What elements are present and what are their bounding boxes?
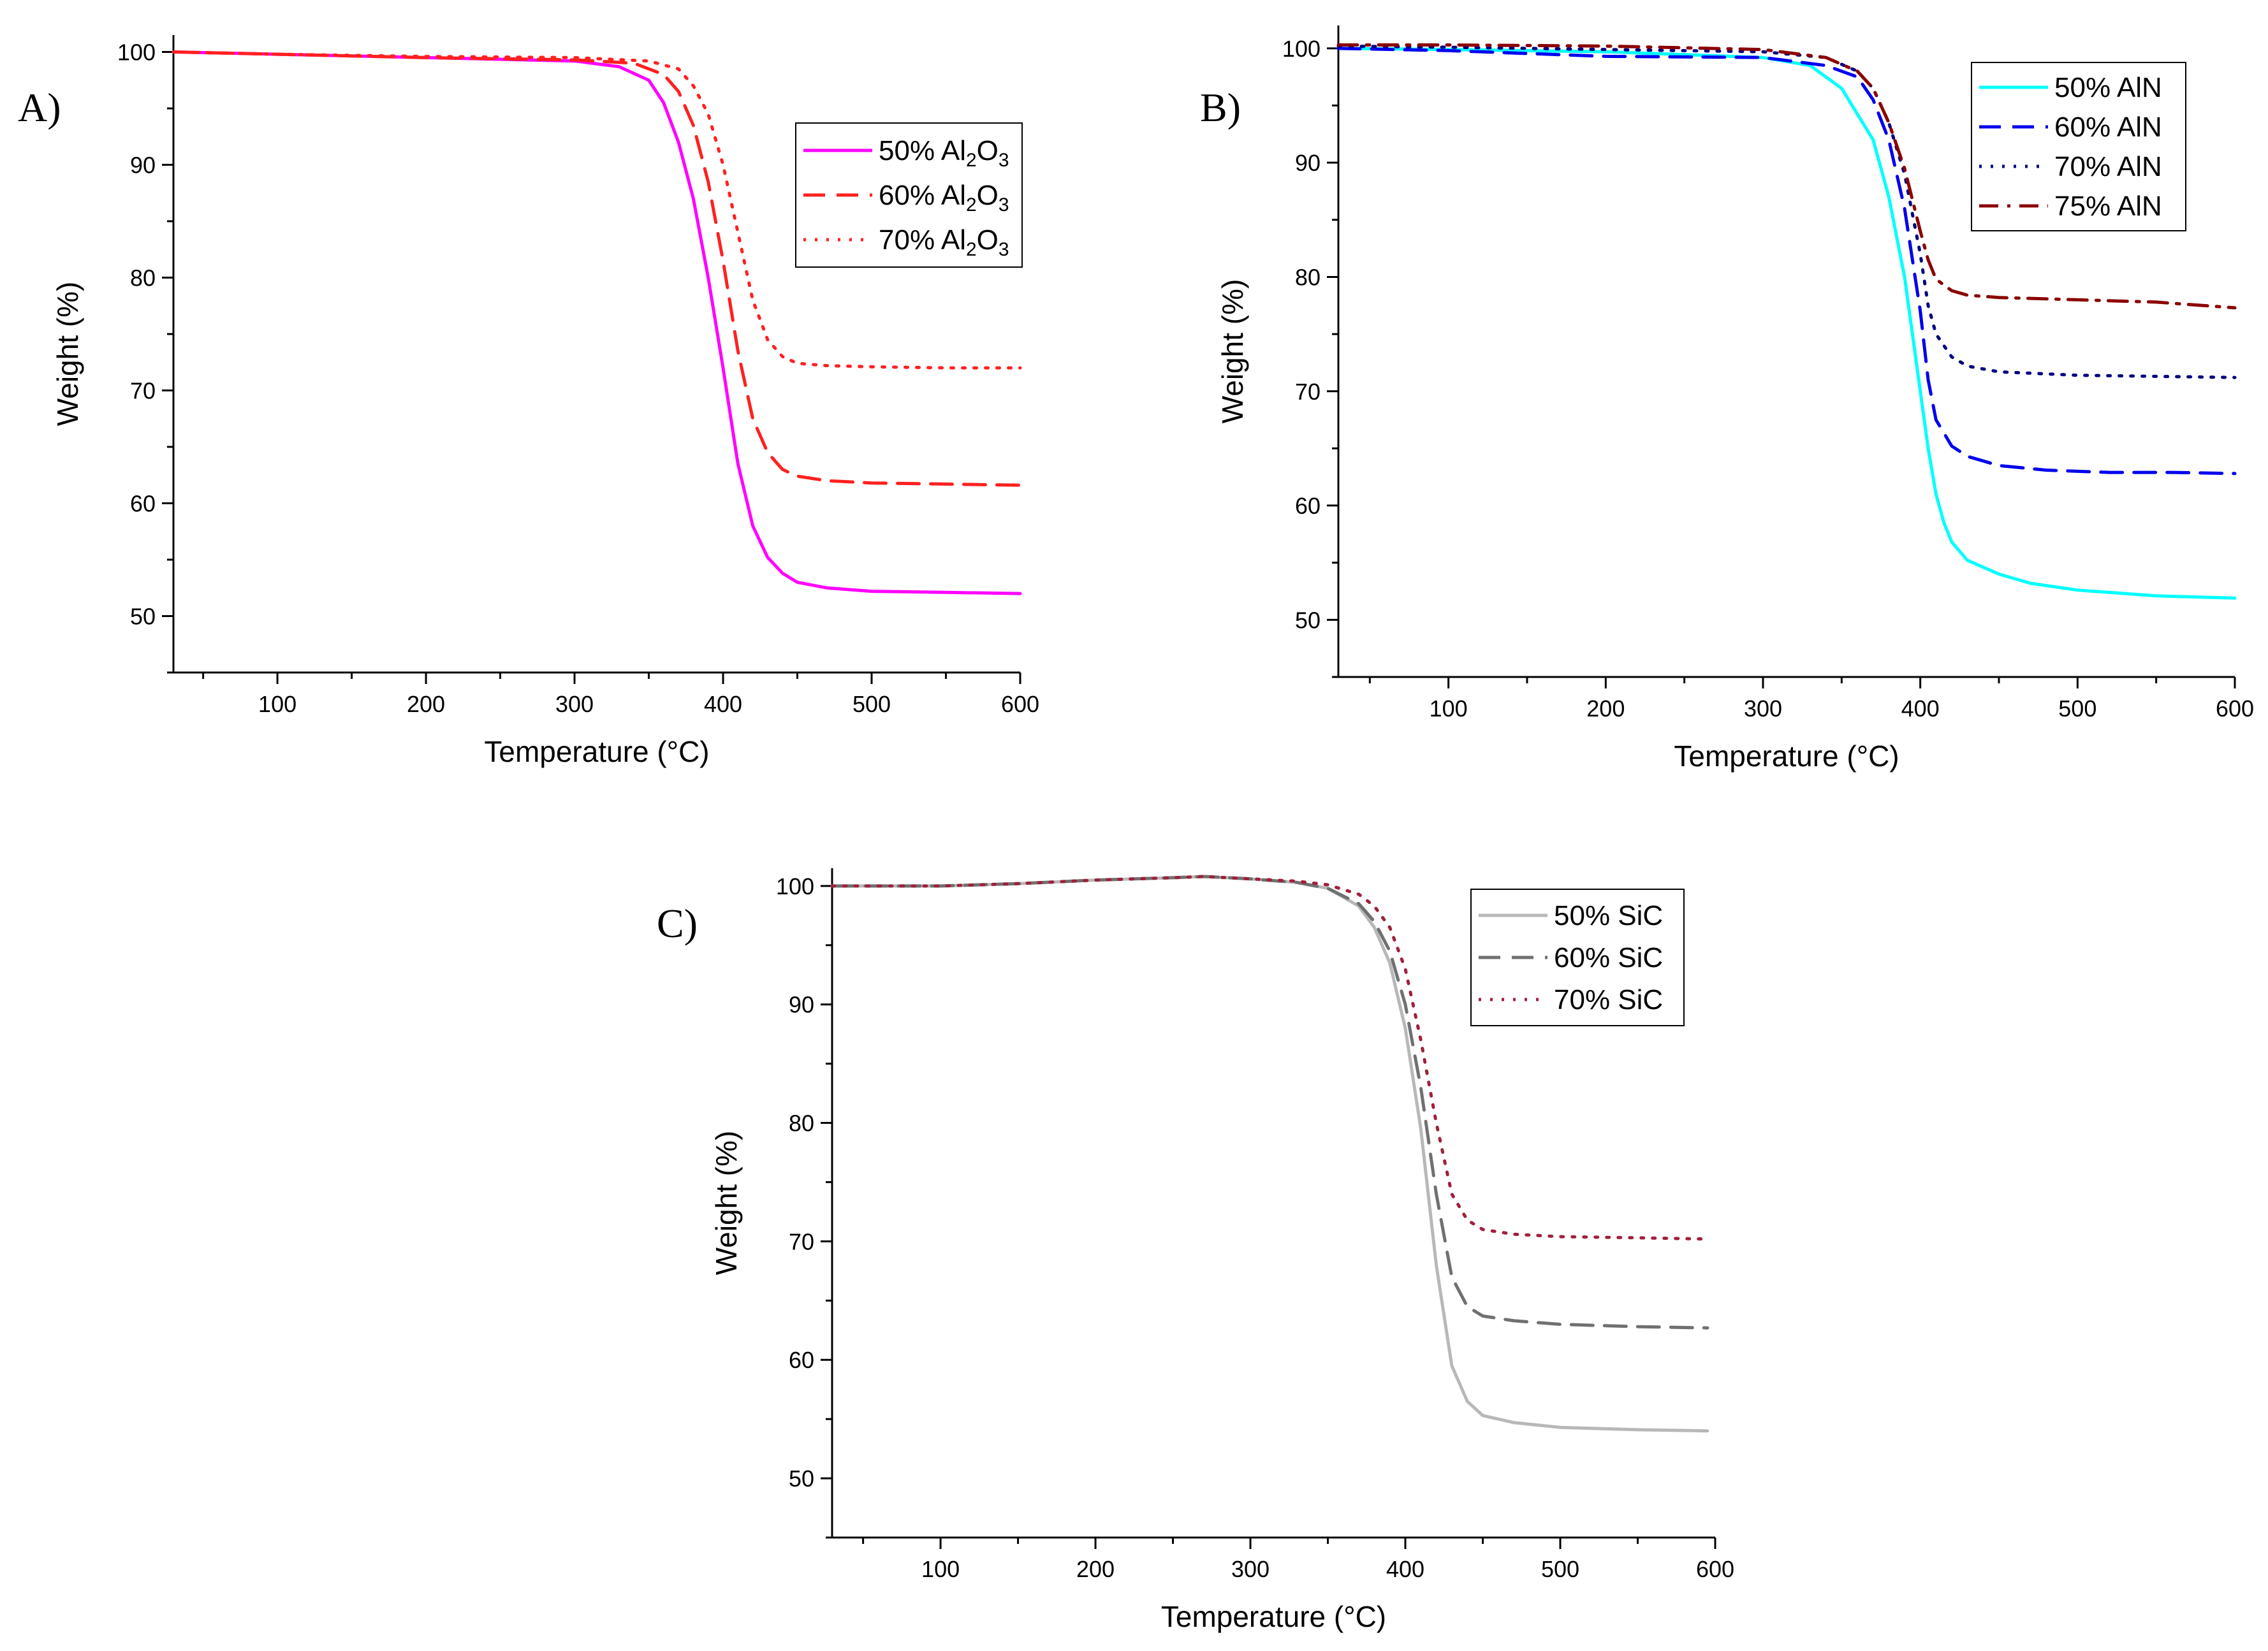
legend-box xyxy=(1470,889,1685,1026)
series-line-2 xyxy=(830,875,1709,1241)
chart-panel-a: A) 100 200 300 400 500 600 50 60 70 80 90 100 Tempera… xyxy=(18,35,1039,768)
series-line-2 xyxy=(1336,44,2237,379)
y-axis-title: Weight (%) xyxy=(51,282,84,426)
legend-label-main: 75% AlN xyxy=(2054,191,2162,222)
series-line-1 xyxy=(172,50,1022,487)
y-tick-label: 70 xyxy=(1295,379,1321,405)
legend-label-sub: 2 xyxy=(966,239,977,260)
legend-label-main: 60% SiC xyxy=(1554,942,1663,973)
y-tick-label: 60 xyxy=(1295,493,1321,519)
x-tick-label: 500 xyxy=(2058,695,2096,722)
x-tick-label: 300 xyxy=(555,691,594,717)
legend-label: 70% SiC xyxy=(1554,984,1663,1015)
legend-label-mid: O xyxy=(977,224,999,256)
x-tick-label: 600 xyxy=(1696,1556,1734,1582)
legend-label: 60% SiC xyxy=(1554,942,1663,973)
x-tick-label: 600 xyxy=(2216,695,2254,722)
legend-label: 60% Al2O3 xyxy=(879,180,1009,215)
series-line-0 xyxy=(172,50,1022,595)
x-tick-label: 300 xyxy=(1231,1556,1269,1582)
legend-label: 50% AlN xyxy=(2054,72,2162,103)
legend-label-mid: O xyxy=(977,180,999,211)
legend-label: 75% AlN xyxy=(2054,191,2162,222)
y-tick-label: 100 xyxy=(1282,36,1321,62)
legend-label-mid: O xyxy=(977,135,999,166)
x-tick-label: 100 xyxy=(258,691,296,717)
legend-label-sub: 3 xyxy=(999,150,1009,171)
y-tick-label: 90 xyxy=(789,992,814,1018)
y-tick-label: 60 xyxy=(130,491,156,517)
y-tick-label: 80 xyxy=(789,1110,814,1137)
legend-box xyxy=(795,122,1023,268)
x-axis-title: Temperature (°C) xyxy=(1674,739,1899,773)
panel-label: C) xyxy=(657,901,698,946)
x-tick-label: 200 xyxy=(1586,695,1625,722)
x-tick-label: 400 xyxy=(1901,695,1940,722)
x-axis-title: Temperature (°C) xyxy=(484,735,709,768)
legend-label-sub: 3 xyxy=(999,194,1009,215)
legend-box xyxy=(1971,62,2186,231)
legend-label-main: 50% SiC xyxy=(1554,900,1663,931)
legend-label-sub: 2 xyxy=(966,150,977,171)
y-axis-title: Weight (%) xyxy=(1216,279,1249,424)
y-axis-title: Weight (%) xyxy=(710,1131,743,1276)
legend-label: 50% Al2O3 xyxy=(879,135,1009,171)
legend-label-main: 60% AlN xyxy=(2054,112,2162,143)
x-axis-title: Temperature (°C) xyxy=(1161,1600,1386,1633)
legend-label-main: 70% Al xyxy=(879,224,966,256)
legend-label: 70% AlN xyxy=(2054,151,2162,182)
y-tick-label: 100 xyxy=(776,873,814,899)
y-tick-label: 80 xyxy=(1295,264,1321,290)
legend-label-main: 70% SiC xyxy=(1554,984,1663,1015)
x-tick-label: 300 xyxy=(1744,695,1782,722)
legend-label: 70% Al2O3 xyxy=(879,224,1009,260)
chart-panel-c: C) 100 200 300 400 500 600 50 60 70 80 90 100 Tempera… xyxy=(657,868,1734,1633)
x-tick-label: 100 xyxy=(921,1556,960,1582)
y-tick-label: 70 xyxy=(789,1228,814,1255)
legend-label-main: 50% Al xyxy=(879,135,966,166)
x-tick-label: 100 xyxy=(1430,695,1468,722)
legend-label-sub: 2 xyxy=(966,194,977,215)
y-tick-label: 70 xyxy=(130,378,156,404)
y-tick-label: 50 xyxy=(130,604,156,630)
legend-label-sub: 3 xyxy=(999,239,1009,260)
y-tick-label: 90 xyxy=(1295,150,1321,176)
y-tick-label: 100 xyxy=(117,40,156,66)
y-tick-label: 90 xyxy=(130,152,156,178)
panel-label: B) xyxy=(1200,85,1241,130)
legend-label: 60% AlN xyxy=(2054,112,2162,143)
x-tick-label: 400 xyxy=(704,691,742,717)
legend-label: 50% SiC xyxy=(1554,900,1663,931)
legend-label-main: 50% AlN xyxy=(2054,72,2162,103)
legend-label-main: 70% AlN xyxy=(2054,151,2162,182)
y-tick-label: 50 xyxy=(1295,607,1321,633)
y-tick-label: 50 xyxy=(789,1466,814,1492)
chart-panel-b: B) 100 200 300 400 500 600 50 60 70 80 90 100 Tempera… xyxy=(1200,25,2254,773)
x-tick-label: 200 xyxy=(407,691,445,717)
x-tick-label: 400 xyxy=(1386,1556,1424,1582)
y-tick-label: 60 xyxy=(789,1347,814,1373)
x-tick-label: 600 xyxy=(1001,691,1039,717)
x-tick-label: 200 xyxy=(1076,1556,1115,1582)
x-tick-label: 500 xyxy=(852,691,891,717)
panel-label: A) xyxy=(18,85,61,130)
x-tick-label: 500 xyxy=(1541,1556,1579,1582)
series-line-1 xyxy=(1336,47,2237,476)
legend-label-main: 60% Al xyxy=(879,180,966,211)
y-tick-label: 80 xyxy=(130,265,156,291)
